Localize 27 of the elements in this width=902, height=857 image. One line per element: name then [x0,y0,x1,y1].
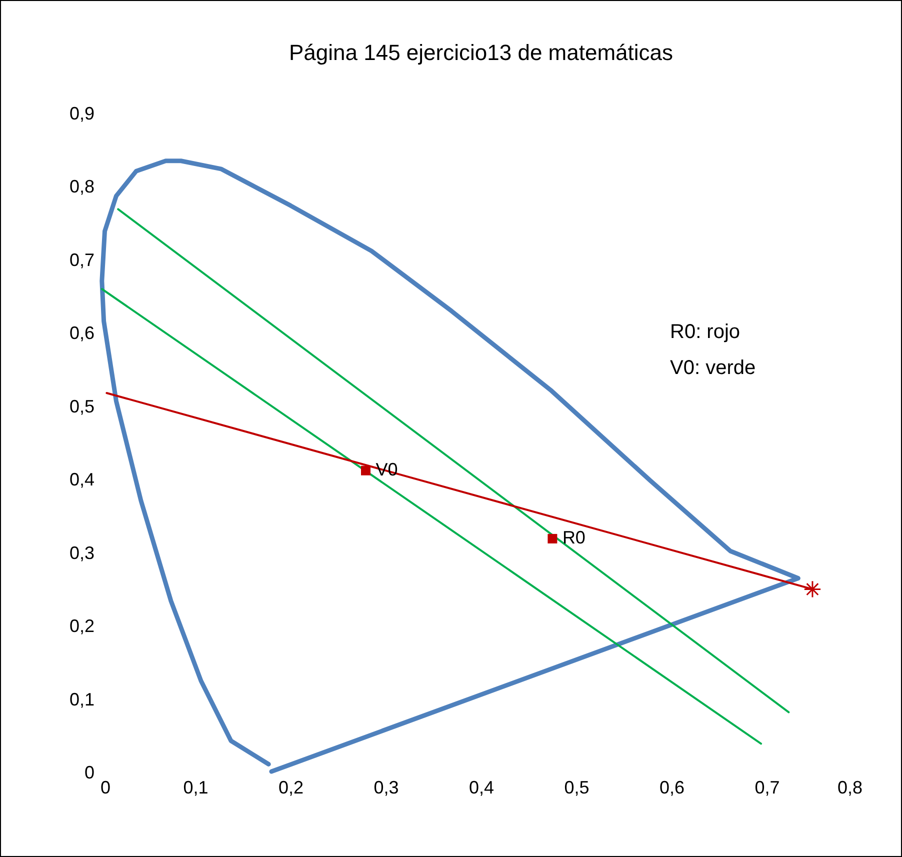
y-tick-label: 0,2 [69,616,94,636]
x-tick-label: 0,1 [183,778,208,798]
x-tick-label: 0 [100,778,111,798]
line-series [100,158,800,774]
chart-title: Página 145 ejercicio13 de matemáticas [288,40,674,65]
y-tick-label: 0 [84,762,94,782]
x-tick-label: 0,6 [659,778,685,798]
x-tick-label: 0,7 [754,778,780,798]
x-tick-label: 0,2 [278,778,304,798]
x-tick-label: 0,4 [468,778,494,798]
point [361,466,370,476]
y-tick-label: 0,5 [69,396,94,416]
y-tick-label: 0,8 [69,176,94,197]
x-tick-label: 0,5 [564,778,590,798]
y-tick-label: 0,1 [69,689,94,710]
y-tick-label: 0,9 [69,104,94,124]
x-tick-label: 0,3 [374,778,399,798]
y-tick-label: 0,3 [69,542,94,563]
point [804,580,822,598]
annotation: R0 [562,528,586,548]
y-tick-label: 0,4 [69,470,94,490]
annotation: V0: verde [670,357,756,379]
point [548,534,558,544]
annotation: R0: rojo [670,321,740,343]
x-tick-label: 0,8 [837,778,862,798]
y-tick-label: 0,6 [69,323,94,344]
y-tick-label: 0,7 [69,250,94,270]
